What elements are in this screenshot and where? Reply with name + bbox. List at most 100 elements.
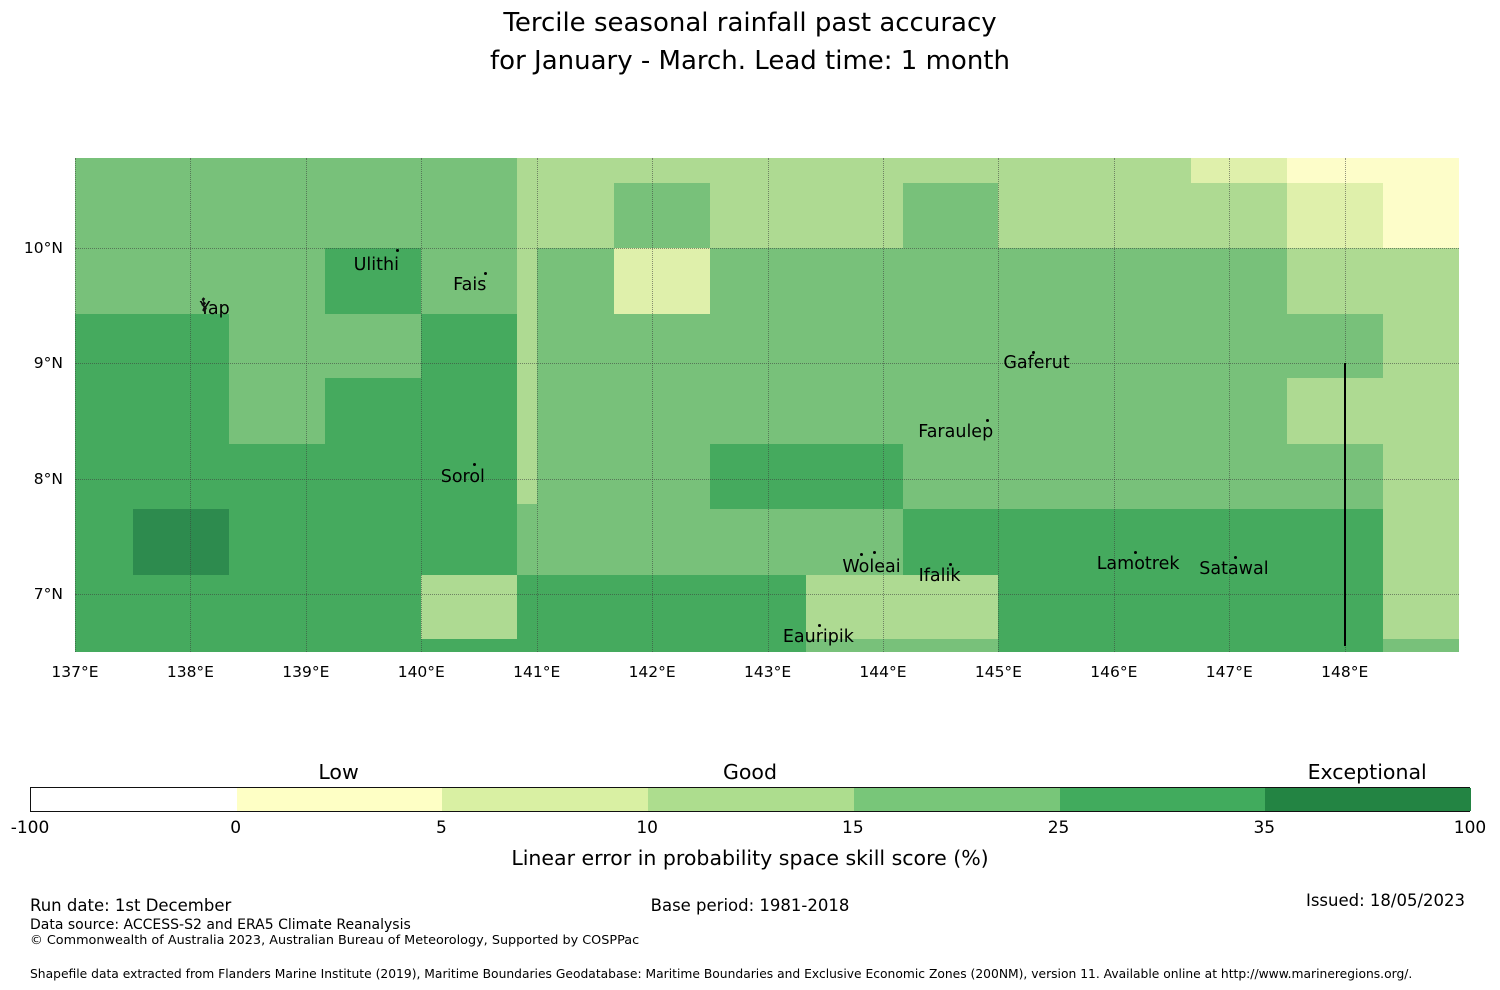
heatmap-cell bbox=[325, 639, 422, 652]
colorbar-segment bbox=[1059, 788, 1266, 811]
heatmap-cell bbox=[709, 444, 806, 509]
heatmap-cell bbox=[902, 444, 999, 509]
heatmap-cell bbox=[1382, 639, 1459, 652]
x-axis-tick-label: 147°E bbox=[1205, 663, 1253, 681]
colorbar-category-label: Good bbox=[723, 760, 777, 784]
heatmap-cell bbox=[1191, 183, 1287, 249]
colorbar-bar bbox=[30, 787, 1472, 812]
colorbar-segment bbox=[31, 788, 238, 811]
heatmap-cell bbox=[1382, 313, 1459, 379]
colorbar-tick-label: 5 bbox=[436, 818, 447, 838]
gridline-horizontal bbox=[75, 363, 1459, 365]
colorbar-segment bbox=[442, 788, 649, 811]
heatmap-cell bbox=[614, 248, 710, 314]
colorbar-category-label: Exceptional bbox=[1307, 760, 1427, 784]
heatmap-cell bbox=[75, 248, 133, 314]
x-axis-tick-label: 141°E bbox=[513, 663, 561, 681]
gridline-vertical bbox=[536, 158, 538, 652]
heatmap-cell bbox=[325, 444, 422, 509]
heatmap-cell bbox=[132, 639, 229, 652]
chart-title-line2: for January - March. Lead time: 1 month bbox=[490, 46, 1010, 76]
island-marker-dot bbox=[1134, 551, 1138, 555]
heatmap-cell bbox=[75, 313, 133, 379]
colorbar-tick-label: 35 bbox=[1253, 818, 1276, 838]
colorbar-tick-label: 25 bbox=[1047, 818, 1070, 838]
heatmap-cell bbox=[1191, 378, 1287, 445]
heatmap-cell bbox=[325, 378, 422, 445]
heatmap-cell bbox=[805, 508, 903, 575]
heatmap-cell bbox=[421, 508, 518, 575]
y-axis-tick-label: 8°N bbox=[33, 469, 63, 488]
heatmap-cell bbox=[1094, 183, 1192, 249]
heatmap-cell bbox=[614, 574, 710, 640]
heatmap-cell bbox=[902, 248, 999, 314]
x-axis-tick-label: 143°E bbox=[743, 663, 792, 681]
heatmap-cell bbox=[1191, 444, 1287, 509]
heatmap-cell bbox=[132, 158, 229, 184]
data-source-text: Data source: ACCESS-S2 and ERA5 Climate … bbox=[30, 917, 411, 933]
heatmap-cell bbox=[614, 313, 710, 379]
heatmap-cell bbox=[709, 639, 806, 652]
heatmap-cell bbox=[805, 444, 903, 509]
heatmap-cell bbox=[1094, 574, 1192, 640]
gridline-horizontal bbox=[75, 478, 1459, 480]
x-axis-tick-label: 140°E bbox=[397, 663, 445, 681]
heatmap-cell bbox=[998, 444, 1095, 509]
heatmap-cell bbox=[614, 508, 710, 575]
heatmap-cell bbox=[325, 574, 422, 640]
colorbar-tick-label: 15 bbox=[842, 818, 864, 838]
gridline-vertical bbox=[998, 158, 1000, 652]
heatmap-cell bbox=[228, 248, 326, 314]
heatmap-cell bbox=[1287, 574, 1383, 640]
colorbar-segment bbox=[236, 788, 443, 811]
heatmap-cell bbox=[132, 444, 229, 509]
issued-date-text: Issued: 18/05/2023 bbox=[1305, 891, 1465, 910]
yap-island-shape bbox=[201, 297, 208, 313]
heatmap-cell bbox=[1287, 378, 1383, 445]
heatmap-cell bbox=[421, 574, 518, 640]
island-marker-dot bbox=[1233, 555, 1237, 559]
heatmap-cell bbox=[75, 183, 133, 249]
heatmap-cell bbox=[709, 248, 806, 314]
x-axis-tick-label: 144°E bbox=[859, 663, 907, 681]
heatmap-cell bbox=[132, 378, 229, 445]
x-axis-tick-label: 148°E bbox=[1321, 663, 1369, 681]
heatmap-cell bbox=[1382, 444, 1459, 509]
heatmap-cell bbox=[709, 378, 806, 445]
gridline-vertical bbox=[421, 158, 423, 652]
colorbar-tick-label: 100 bbox=[1453, 818, 1487, 838]
island-label-fais: Fais bbox=[453, 274, 487, 295]
island-label-gaferut: Gaferut bbox=[1003, 353, 1070, 374]
heatmap-cell bbox=[1191, 248, 1287, 314]
heatmap-cell bbox=[998, 378, 1095, 445]
y-axis-tick-label: 10°N bbox=[23, 239, 63, 258]
heatmap-cell bbox=[805, 183, 903, 249]
heatmap-cell bbox=[1094, 313, 1192, 379]
heatmap-cell bbox=[228, 508, 326, 575]
heatmap-cell bbox=[805, 378, 903, 445]
heatmap-cell bbox=[1094, 158, 1192, 184]
heatmap-cell bbox=[1191, 508, 1287, 575]
island-marker-dot bbox=[860, 552, 864, 556]
gridline-horizontal bbox=[75, 248, 1459, 250]
heatmap-cell bbox=[132, 248, 229, 314]
heatmap-cell bbox=[1094, 248, 1192, 314]
heatmap-cell bbox=[998, 183, 1095, 249]
island-marker-dot bbox=[1031, 351, 1035, 355]
x-axis-tick-label: 146°E bbox=[1090, 663, 1138, 681]
heatmap-cell bbox=[614, 183, 710, 249]
heatmap-cell bbox=[517, 248, 537, 505]
x-axis-tick-label: 139°E bbox=[282, 663, 330, 681]
island-marker-dot bbox=[818, 623, 822, 627]
colorbar-segment bbox=[648, 788, 855, 811]
gridline-vertical bbox=[1113, 158, 1115, 652]
island-label-yap: Yap bbox=[199, 299, 230, 320]
colorbar-category-label: Low bbox=[318, 760, 359, 784]
island-label-ulithi: Ulithi bbox=[353, 255, 399, 276]
heatmap-cell bbox=[75, 574, 133, 640]
gridline-vertical bbox=[652, 158, 654, 652]
gridline-vertical bbox=[75, 158, 76, 652]
heatmap-cell bbox=[998, 313, 1095, 379]
island-marker-dot bbox=[948, 562, 952, 566]
